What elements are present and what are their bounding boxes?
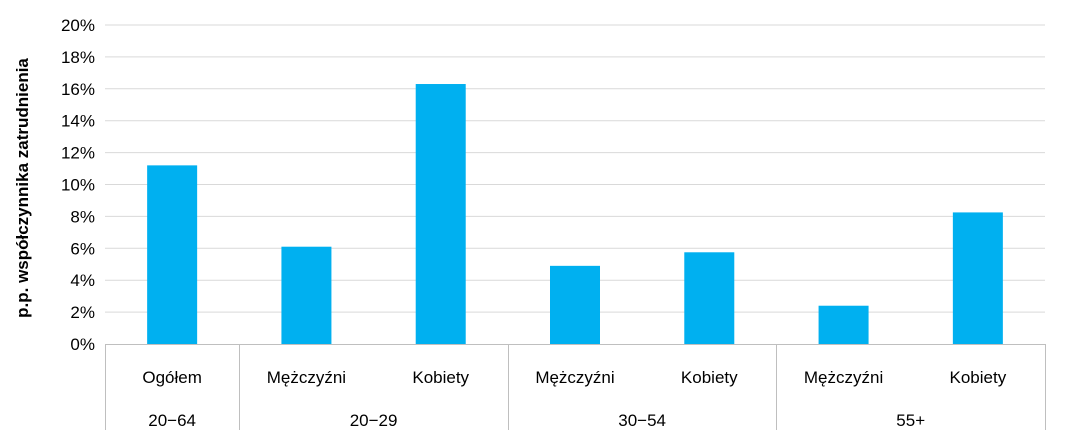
y-tick-label: 14% <box>61 112 95 131</box>
y-tick-label: 4% <box>70 271 95 290</box>
y-tick-label: 10% <box>61 176 95 195</box>
category-label: Mężczyźni <box>267 368 346 387</box>
bar <box>281 246 332 344</box>
y-tick-label: 18% <box>61 48 95 67</box>
y-tick-label: 2% <box>70 303 95 322</box>
group-label: 20−29 <box>350 411 398 430</box>
category-label: Mężczyźni <box>804 368 883 387</box>
y-axis-label: p.p. współczynnika zatrudnienia <box>13 58 32 318</box>
category-label: Kobiety <box>681 368 738 387</box>
category-label: Kobiety <box>950 368 1007 387</box>
y-axis-ticks: 0% 2% 4% 6% 8% 10% 12% 14% 16% 18% 20% <box>61 16 95 354</box>
category-label: Ogółem <box>142 368 202 387</box>
group-label: 30−54 <box>618 411 666 430</box>
y-tick-label: 12% <box>61 144 95 163</box>
y-tick-label: 16% <box>61 80 95 99</box>
bar <box>415 84 466 344</box>
bar <box>952 212 1003 344</box>
y-tick-label: 8% <box>70 207 95 226</box>
bar <box>147 165 198 344</box>
category-label: Kobiety <box>412 368 469 387</box>
category-label: Mężczyźni <box>535 368 614 387</box>
group-label: 20−64 <box>148 411 196 430</box>
y-tick-label: 0% <box>70 335 95 354</box>
gridlines <box>105 24 1045 313</box>
bars <box>147 84 1003 344</box>
group-label: 55+ <box>896 411 925 430</box>
x-axis: Ogółem Mężczyźni Kobiety Mężczyźni Kobiety Mę… <box>105 344 1046 430</box>
y-tick-label: 6% <box>70 239 95 258</box>
bar <box>684 252 735 344</box>
bar <box>550 265 600 344</box>
y-tick-label: 20% <box>61 16 95 35</box>
bar <box>818 305 869 344</box>
